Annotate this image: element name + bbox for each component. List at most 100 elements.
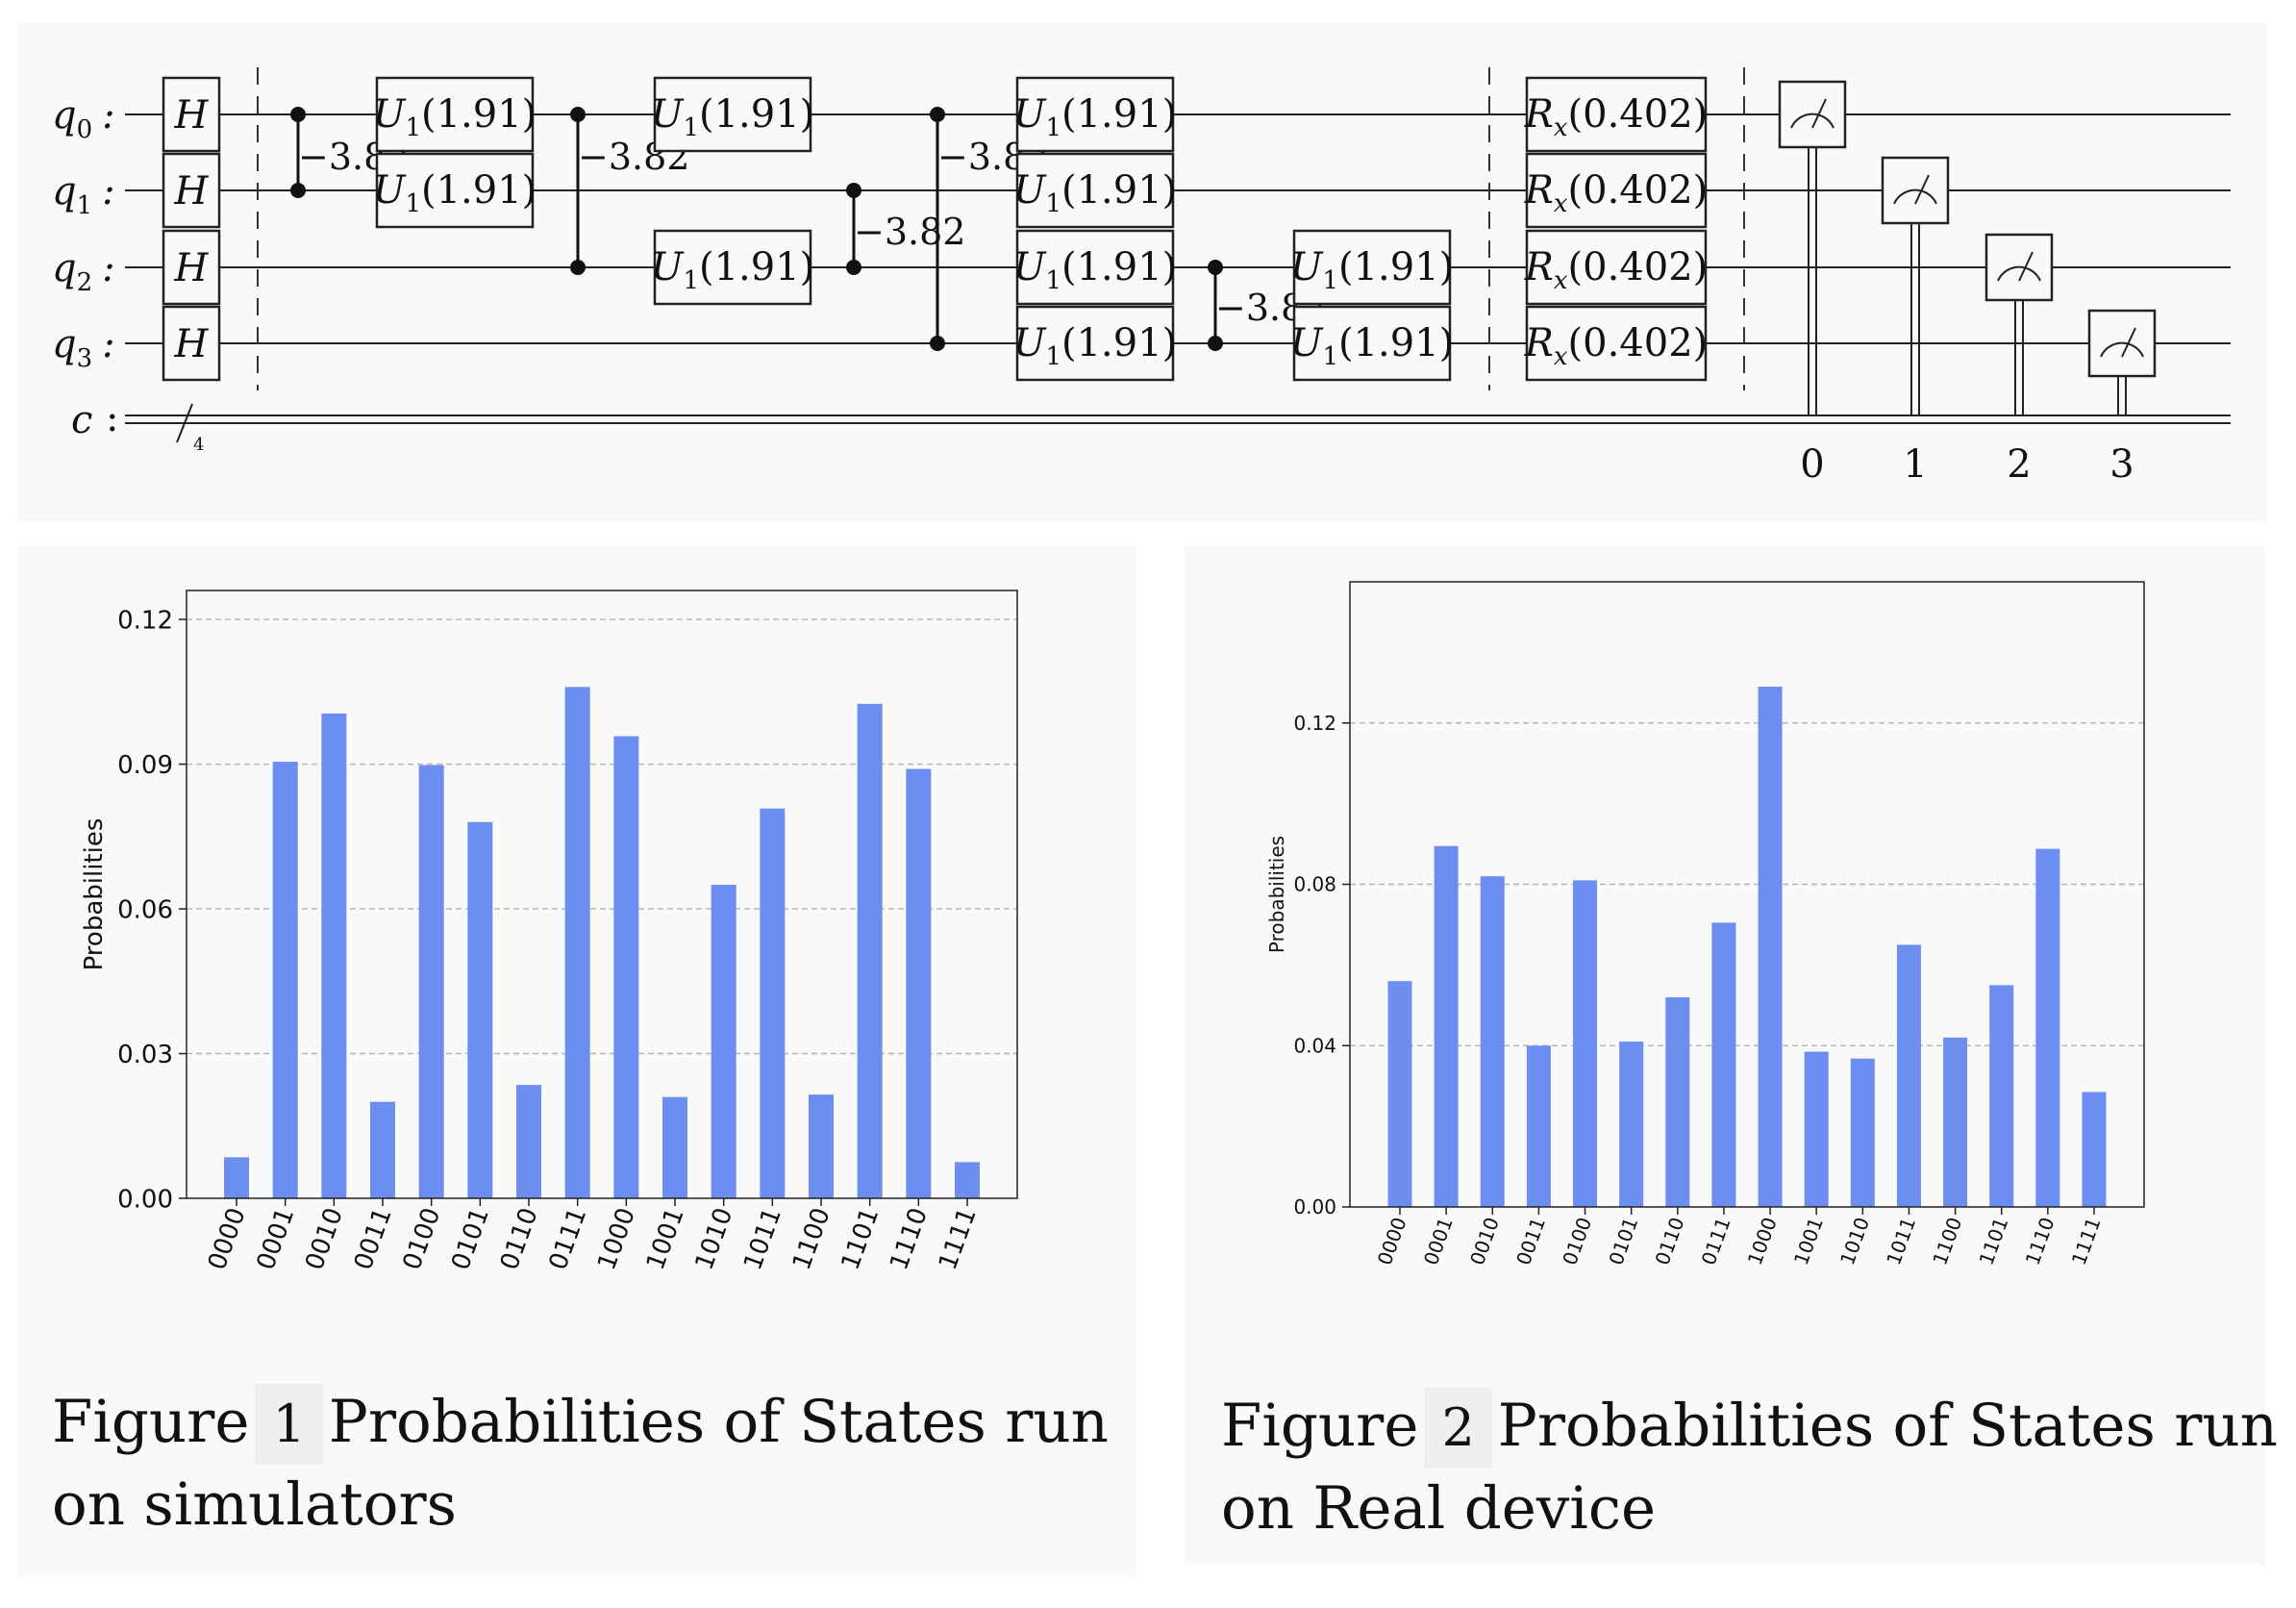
plot-area [1350,582,2144,1207]
qubit-colon: : [102,93,114,138]
x-tick-label: 0001 [252,1204,301,1273]
u1-gate [1015,152,1175,229]
bar [224,1157,249,1198]
gate-symbol: U [1013,245,1047,289]
gate-subscript: 1 [1322,342,1338,371]
rx-gate [1525,76,1708,153]
x-tick-label: 1110 [885,1204,934,1273]
bar [1434,845,1459,1207]
x-tick-label: 1101 [1974,1215,2012,1269]
figure-2-panel: 0.00 0.04 0.08 0.12 0000 0001 0010 0011 0100 0101… [1185,545,2278,1565]
gate-subscript: x [1554,113,1568,142]
qubit-label: q1: [52,169,115,220]
control-dot [290,107,306,122]
bar [1804,1051,1829,1207]
bar [1480,876,1505,1207]
qubit-index: 1 [77,191,93,220]
x-tick-label: 0111 [1697,1215,1735,1269]
bar [613,736,639,1198]
measure-index: 1 [1903,442,1927,487]
bar [1619,1042,1644,1207]
bar [2035,848,2060,1207]
x-tick-label: 1010 [1835,1215,1874,1269]
meter-needle-icon [2018,251,2034,282]
gate-argument: (0.402) [1568,92,1709,137]
u1-gate-label: U1(1.91) [1290,321,1455,371]
u1-gate [1292,229,1452,306]
classical-bus-slash [176,403,193,443]
x-tick-label: 0010 [1465,1215,1504,1269]
u1-gate [1015,305,1175,382]
caption-prefix: Figure [1221,1392,1419,1460]
gate-symbol: U [373,92,407,137]
bar [1387,981,1412,1207]
gate-subscript: x [1554,342,1568,371]
measure-index: 3 [2109,442,2134,487]
u1-gate [1292,305,1452,382]
control-dot [1208,336,1223,351]
meter-arc-icon [1790,113,1834,129]
figure-number: 1 [255,1384,323,1465]
figure-2-caption: Figure 2 Probabilities of States run on Re… [1221,1386,2278,1549]
x-tick-label: 1000 [1743,1215,1782,1269]
bar [516,1085,541,1198]
hadamard-label: H [174,322,210,366]
x-tick-label: 0011 [349,1204,398,1273]
gate-symbol: U [1290,321,1324,365]
u1-gate-label: U1(1.91) [1013,321,1178,371]
u1-gate-label: U1(1.91) [1013,168,1178,218]
bar [955,1162,980,1198]
gate-symbol: R [1524,168,1554,213]
bar [662,1096,687,1198]
bar [1943,1037,1968,1207]
gate-subscript: 1 [683,266,699,295]
qubit-label: q2: [52,246,115,297]
figure-1-panel: 0.00 0.03 0.06 0.09 0.12 0000 0001 0010 0011 0100… [17,545,1136,1576]
gate-subscript: 1 [1045,342,1061,371]
gate-argument: (0.402) [1568,321,1709,365]
meter-arc-icon [1997,265,2041,282]
u1-gate [1015,76,1175,153]
bar [1896,944,1921,1207]
meter-needle-icon [2121,327,2136,358]
gate-argument: (1.91) [421,168,537,213]
gate-symbol: U [1013,92,1047,137]
control-dot [846,183,861,198]
hadamard-label: H [174,169,210,214]
x-tick-label: 1011 [1882,1215,1920,1269]
u1-gate-label: U1(1.91) [1013,92,1178,142]
bar [564,687,590,1198]
figure-1-caption: Figure 1 Probabilities of States run on si… [52,1382,1109,1545]
gate-subscript: 1 [1045,189,1061,218]
meter-arc-icon [1893,188,1937,205]
hadamard-gate [162,152,221,229]
figure-number: 2 [1424,1388,1492,1469]
gate-symbol: U [1290,245,1324,289]
bar [1665,996,1690,1207]
y-axis-label: Probabilities [1265,836,1288,953]
y-tick-label: 0.06 [117,895,173,924]
rx-gate [1525,305,1708,382]
qubit-index: 2 [77,268,93,297]
x-tick-label: 0110 [495,1204,544,1273]
rx-gate-label: Rx(0.402) [1524,92,1709,142]
measure-index: 2 [2007,442,2031,487]
gate-subscript: x [1554,266,1568,295]
control-dot [846,260,861,275]
caption-line-2: on simulators [52,1470,457,1539]
gate-subscript: 1 [1045,113,1061,142]
u1-gate-label: U1(1.91) [1290,245,1455,295]
measure-index: 0 [1800,442,1824,487]
control-dot [570,260,586,275]
qubit-label: q3: [52,322,115,373]
gate-argument: (1.91) [1061,168,1177,213]
x-tick-label: 1110 [2021,1215,2059,1269]
bar [760,808,786,1198]
gate-symbol: U [651,245,685,289]
x-tick-label: 0001 [1419,1215,1458,1269]
u1-gate-label: U1(1.91) [373,92,537,142]
gate-subscript: 1 [405,113,421,142]
gate-argument: (1.91) [699,245,814,289]
circuit-diagram-panel: q0: q1: q2: q3: c:4 H H H H −3.82 U1(1.91) U1(1.91)… [17,23,2267,521]
x-tick-label: 1111 [2067,1215,2106,1269]
